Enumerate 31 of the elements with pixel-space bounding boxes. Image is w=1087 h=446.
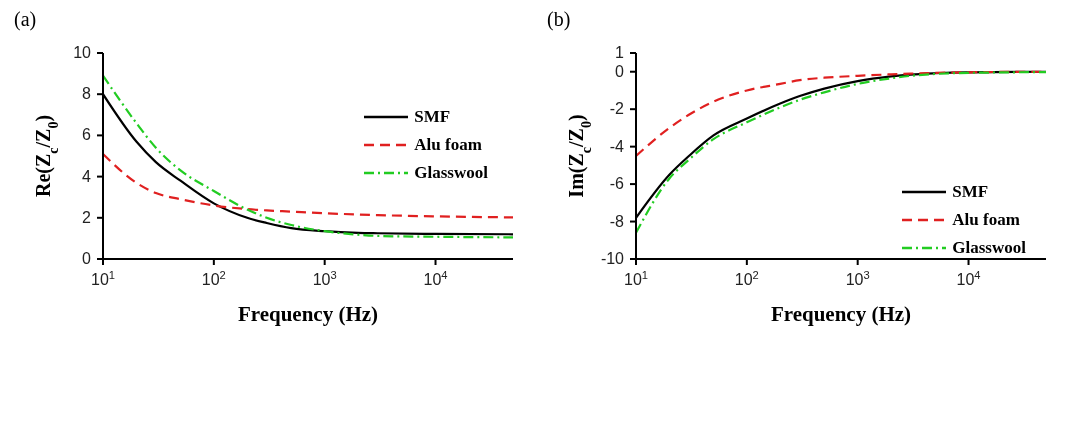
legend-label: Glasswool [952, 238, 1026, 258]
x-tick-label: 10$^{2}$ [734, 269, 759, 288]
y-tick-label: -8 [609, 212, 625, 230]
y-tick-label: -4 [609, 137, 625, 155]
y-tick-label: 0 [82, 250, 92, 267]
chart-title: (b) [546, 8, 572, 30]
legend-label: SMF [414, 107, 451, 127]
y-tick-label: 1 [615, 44, 625, 61]
y-tick-label: 8 [82, 85, 92, 103]
x-tick-label: 10$^{1}$ [90, 269, 116, 288]
y-tick-label: 10 [73, 44, 92, 61]
x-tick-label: 10$^{3}$ [312, 269, 337, 288]
y-tick-label: -6 [609, 175, 625, 193]
x-tick-label: 10$^{4}$ [423, 269, 448, 288]
x-tick-label: 10$^{1}$ [623, 269, 649, 288]
legend-label: Alu foam [414, 135, 482, 155]
y-tick-label: 4 [82, 167, 92, 185]
y-tick-label: 2 [82, 208, 92, 226]
x-tick-label: 10$^{4}$ [956, 269, 981, 288]
x-axis-title: Frequency (Hz) [237, 302, 379, 326]
y-tick-label: 6 [82, 126, 92, 144]
legend-label: Alu foam [952, 210, 1020, 230]
y-tick-label: -2 [609, 100, 625, 118]
y-tick-label: -10 [600, 250, 625, 267]
legend-label: Glasswool [414, 163, 488, 183]
x-tick-label: 10$^{3}$ [845, 269, 870, 288]
chart-title: (a) [13, 8, 38, 30]
x-tick-label: 10$^{2}$ [201, 269, 226, 288]
legend-label: SMF [952, 182, 989, 202]
y-tick-label: 0 [615, 62, 625, 80]
x-axis-title: Frequency (Hz) [770, 302, 912, 326]
